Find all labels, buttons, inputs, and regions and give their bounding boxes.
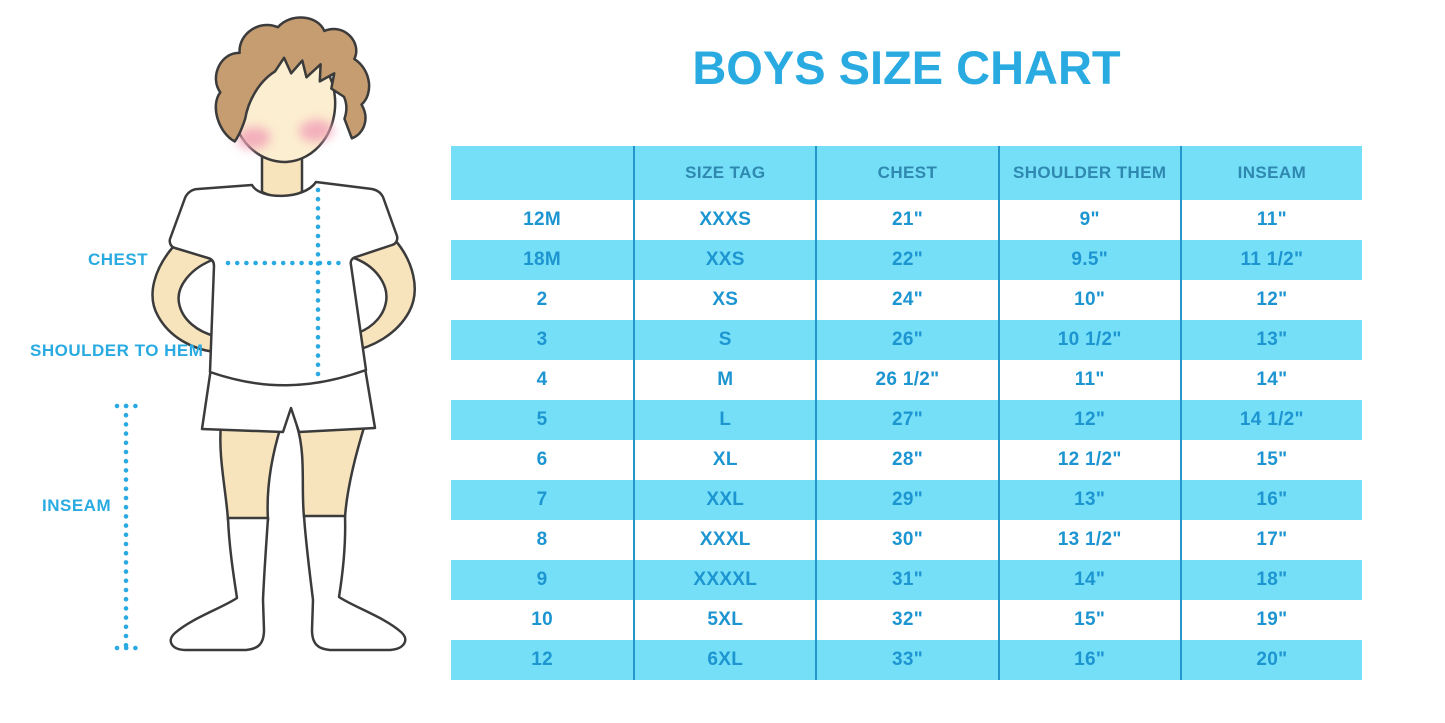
- table-cell: 14": [997, 560, 1180, 600]
- table-cell: 18": [1179, 560, 1362, 600]
- table-cell: 6XL: [633, 640, 815, 680]
- boy-head: [214, 16, 371, 164]
- table-cell: 13": [997, 480, 1180, 520]
- boy-illustration: [114, 16, 416, 652]
- page-title: BOYS SIZE CHART: [692, 41, 1121, 94]
- chest-label: CHEST: [88, 250, 149, 269]
- table-cell: 9.5": [997, 240, 1180, 280]
- table-cell: 5: [536, 409, 548, 430]
- table-cell: 10 1/2": [997, 320, 1180, 360]
- table-cell: 20": [1179, 640, 1362, 680]
- table-row: 10 5XL 32" 15" 19": [451, 600, 1362, 640]
- table-row: 12M XXXS 21" 9" 11": [451, 200, 1362, 240]
- column-header: CHEST: [815, 146, 997, 200]
- column-header: INSEAM: [1179, 146, 1362, 200]
- table-cell: 12 1/2": [997, 440, 1180, 480]
- table-cell: 2: [536, 289, 548, 310]
- table-cell: 32": [815, 600, 997, 640]
- table-cell: 14": [1179, 360, 1362, 400]
- table-cell: 9: [536, 569, 548, 590]
- table-row: 9 XXXXL 31" 14" 18": [451, 560, 1362, 600]
- table-cell: XXXS: [633, 200, 815, 240]
- boy-cheeks: [236, 119, 334, 150]
- table-cell: M: [633, 360, 815, 400]
- boy-legs: [219, 419, 368, 522]
- table-row: 5 L 27" 12" 14 1/2": [451, 400, 1362, 440]
- measurement-figure: CHEST SHOULDER TO HEM INSEAM: [0, 0, 450, 723]
- table-row: 3 S 26" 10 1/2" 13": [451, 320, 1362, 360]
- table-cell: XXS: [633, 240, 815, 280]
- table-cell: 21": [815, 200, 997, 240]
- table-cell: 18M: [523, 249, 562, 270]
- table-cell: 11": [1179, 200, 1362, 240]
- table-cell: 10": [997, 280, 1180, 320]
- table-row: 18M XXS 22" 9.5" 11 1/2": [451, 240, 1362, 280]
- table-cell: XL: [633, 440, 815, 480]
- table-cell: XXL: [633, 480, 815, 520]
- table-row: 6 XL 28" 12 1/2" 15": [451, 440, 1362, 480]
- table-cell: 13 1/2": [997, 520, 1180, 560]
- table-cell: 8: [536, 529, 548, 550]
- column-header: SHOULDER THEM: [997, 146, 1180, 200]
- table-row: 8 XXXL 30" 13 1/2" 17": [451, 520, 1362, 560]
- boy-socks: [169, 514, 407, 652]
- table-cell: 26": [815, 320, 997, 360]
- table-cell: 7: [536, 489, 548, 510]
- table-cell: 17": [1179, 520, 1362, 560]
- table-cell: 10: [531, 609, 553, 630]
- table-cell: 9": [997, 200, 1180, 240]
- table-header-row: SIZE TAG CHEST SHOULDER THEM INSEAM: [451, 146, 1362, 200]
- column-header: SIZE TAG: [633, 146, 815, 200]
- table-row: 4 M 26 1/2" 11" 14": [451, 360, 1362, 400]
- table-cell: 31": [815, 560, 997, 600]
- column-header: [451, 146, 633, 200]
- table-cell: 28": [815, 440, 997, 480]
- table-row: 2 XS 24" 10" 12": [451, 280, 1362, 320]
- shoulder-to-hem-label: SHOULDER TO HEM: [30, 341, 204, 360]
- inseam-measure-line: [114, 403, 142, 651]
- table-cell: XXXL: [633, 520, 815, 560]
- table-cell: 27": [815, 400, 997, 440]
- table-cell: 30": [815, 520, 997, 560]
- table-cell: 29": [815, 480, 997, 520]
- boy-hair: [214, 16, 371, 143]
- table-cell: 15": [997, 600, 1180, 640]
- boy-shirt: [168, 180, 399, 387]
- table-cell: 11": [997, 360, 1180, 400]
- table-cell: 6: [536, 449, 548, 470]
- table-cell: 26 1/2": [815, 360, 997, 400]
- table-cell: 24": [815, 280, 997, 320]
- table-cell: L: [633, 400, 815, 440]
- table-cell: 19": [1179, 600, 1362, 640]
- size-table: SIZE TAG CHEST SHOULDER THEM INSEAM 12M XXXS 2…: [451, 146, 1362, 680]
- table-cell: 12M: [523, 209, 562, 230]
- table-cell: 33": [815, 640, 997, 680]
- table-cell: 13": [1179, 320, 1362, 360]
- table-cell: 14 1/2": [1179, 400, 1362, 440]
- table-cell: 15": [1179, 440, 1362, 480]
- table-cell: 4: [536, 369, 548, 390]
- table-cell: 5XL: [633, 600, 815, 640]
- table-cell: 16": [1179, 480, 1362, 520]
- inseam-label: INSEAM: [42, 496, 112, 515]
- table-cell: XXXXL: [633, 560, 815, 600]
- table-cell: 16": [997, 640, 1180, 680]
- table-cell: XS: [633, 280, 815, 320]
- table-row: 7 XXL 29" 13" 16": [451, 480, 1362, 520]
- table-cell: 12": [997, 400, 1180, 440]
- table-row: 12 6XL 33" 16" 20": [451, 640, 1362, 680]
- table-cell: 12": [1179, 280, 1362, 320]
- table-cell: 11 1/2": [1179, 240, 1362, 280]
- table-cell: 22": [815, 240, 997, 280]
- table-cell: S: [633, 320, 815, 360]
- table-cell: 12: [531, 649, 553, 670]
- table-cell: 3: [536, 329, 548, 350]
